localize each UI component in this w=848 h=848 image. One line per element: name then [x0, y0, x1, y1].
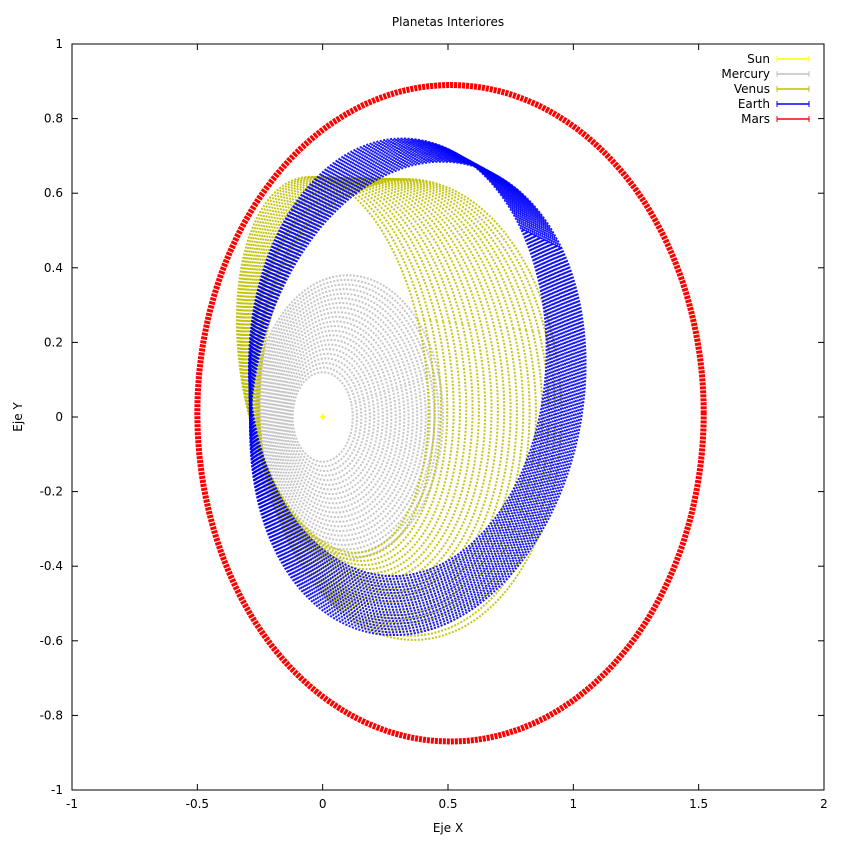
x-tick-label: -0.5: [186, 797, 209, 811]
orbit-trace: [249, 156, 580, 625]
series-mercury: [251, 274, 445, 560]
y-tick-label: 0.8: [44, 112, 63, 126]
orbit-trace: [248, 152, 574, 617]
legend-label: Sun: [747, 52, 770, 66]
y-tick-label: 0: [55, 410, 63, 424]
y-axis: 1 0.8 0.6 0.4 0.2 0 -0.2 -0.4 -0.6 -0.8 -1: [40, 37, 824, 797]
x-tick-label: -1: [66, 797, 78, 811]
orbit-trace: [249, 160, 587, 636]
y-tick-label: -1: [51, 783, 63, 797]
y-axis-label: Eje Y: [11, 402, 25, 432]
x-tick-label: 1.5: [689, 797, 708, 811]
orbit-trace: [264, 306, 414, 528]
orbit-trace: [248, 140, 554, 586]
orbit-trace: [287, 362, 363, 472]
y-tick-label: 0.6: [44, 186, 63, 200]
orbit-trace: [248, 146, 563, 600]
x-axis: -1 -0.5 0 0.5 1 1.5 2: [66, 44, 828, 811]
orbit-trace: [248, 144, 559, 594]
y-tick-label: 0.2: [44, 335, 63, 349]
orbit-trace: [278, 338, 384, 496]
series-venus: [235, 175, 563, 641]
orbit-trace: [248, 137, 548, 578]
chart-title: Planetas Interiores: [392, 15, 504, 29]
legend-label: Mars: [741, 112, 770, 126]
orbit-trace: [248, 155, 578, 623]
orbit-trace: [249, 157, 582, 628]
orbit-trace: [272, 325, 397, 509]
x-tick-label: 2: [820, 797, 828, 811]
orbit-trace: [194, 81, 707, 745]
x-tick-label: 0: [319, 797, 327, 811]
y-tick-label: -0.6: [40, 634, 63, 648]
orbit-trace: [249, 159, 585, 634]
orbit-trace: [248, 151, 572, 614]
orbit-trace: [274, 329, 393, 505]
legend-label: Mercury: [721, 67, 770, 81]
y-tick-label: -0.2: [40, 485, 63, 499]
orbit-trace: [262, 301, 419, 533]
orbit-trace: [270, 320, 401, 514]
orbit-trace: [248, 149, 568, 608]
legend-label: Venus: [734, 82, 770, 96]
orbit-trace: [291, 371, 354, 463]
y-tick-label: -0.4: [40, 559, 63, 573]
orbit-trace: [248, 143, 557, 592]
orbit-trace: [253, 278, 440, 556]
plot-marks: [194, 81, 707, 745]
sun-marker: [319, 414, 326, 420]
orbit-trace: [248, 141, 556, 589]
orbit-trace: [289, 366, 358, 468]
orbit-trace: [281, 348, 376, 486]
y-tick-label: -0.8: [40, 708, 63, 722]
orbit-trace: [248, 147, 565, 603]
y-tick-label: 1: [55, 37, 63, 51]
series-earth: [248, 137, 587, 636]
x-tick-label: 1: [570, 797, 578, 811]
legend-label: Earth: [738, 97, 770, 111]
series-mars: [194, 81, 707, 745]
orbit-trace: [251, 274, 445, 560]
series-sun: [319, 414, 326, 420]
orbit-trace: [259, 292, 427, 542]
orbit-trace: [251, 177, 518, 612]
orbit-trace: [258, 178, 563, 641]
y-tick-label: 0.4: [44, 261, 63, 275]
orbit-trace: [249, 158, 583, 631]
orbit-trace: [248, 150, 570, 611]
x-tick-label: 0.5: [438, 797, 457, 811]
orbit-trace: [266, 311, 410, 523]
orbit-trace: [276, 334, 389, 500]
orbit-trace: [285, 357, 367, 477]
orbit-trace: [253, 177, 531, 621]
orbit-trace: [248, 148, 567, 606]
orbit-trace: [248, 154, 576, 620]
orbit-trace: [280, 343, 380, 491]
orbit-trace: [248, 138, 550, 580]
orbit-trace: [248, 145, 561, 597]
x-axis-label: Eje X: [433, 821, 463, 835]
orbit-trace: [260, 297, 423, 537]
